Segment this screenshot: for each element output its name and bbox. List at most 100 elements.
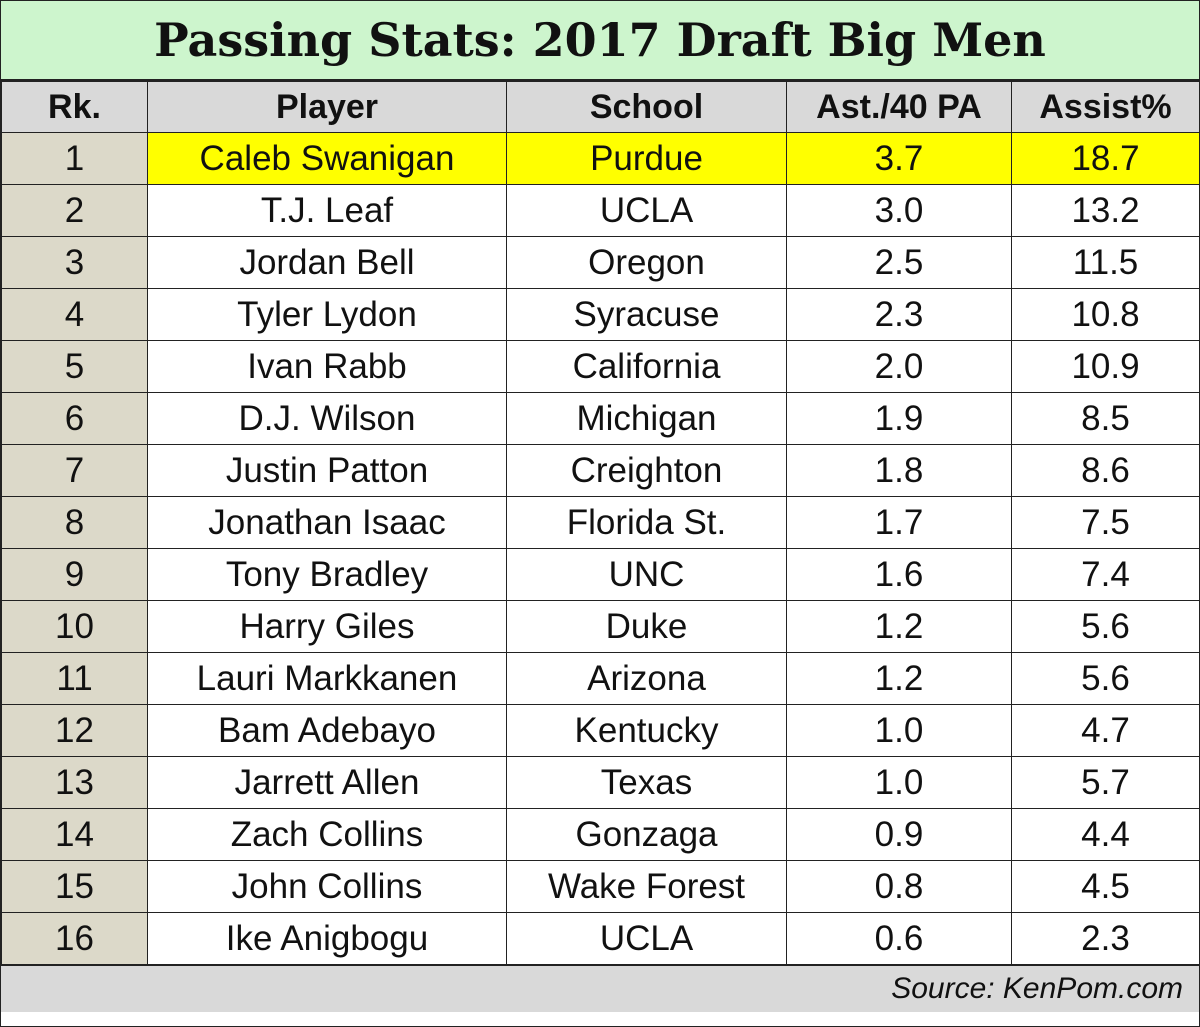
cell-ast-per-40: 1.2: [786, 652, 1012, 705]
cell-player: Ike Anigbogu: [147, 912, 507, 965]
cell-ast-per-40: 1.0: [786, 756, 1012, 809]
cell-school: Gonzaga: [506, 808, 787, 861]
cell-player: Jonathan Isaac: [147, 496, 507, 549]
cell-player: Tyler Lydon: [147, 288, 507, 341]
cell-ast-per-40: 1.8: [786, 444, 1012, 497]
cell-school: Florida St.: [506, 496, 787, 549]
table-row: 10 Harry Giles Duke 1.2 5.6: [1, 600, 1200, 653]
cell-ast-per-40: 3.0: [786, 184, 1012, 237]
cell-ast-per-40: 2.3: [786, 288, 1012, 341]
cell-assist-pct: 13.2: [1011, 184, 1200, 237]
cell-ast-per-40: 1.6: [786, 548, 1012, 601]
cell-player: Jarrett Allen: [147, 756, 507, 809]
cell-assist-pct: 11.5: [1011, 236, 1200, 289]
cell-ast-per-40: 1.7: [786, 496, 1012, 549]
cell-assist-pct: 10.8: [1011, 288, 1200, 341]
cell-rank: 9: [1, 548, 148, 601]
cell-assist-pct: 8.6: [1011, 444, 1200, 497]
cell-school: Duke: [506, 600, 787, 653]
table-title: Passing Stats: 2017 Draft Big Men: [1, 1, 1199, 81]
column-header-rank: Rk.: [1, 81, 148, 133]
cell-school: Syracuse: [506, 288, 787, 341]
table-row: 12 Bam Adebayo Kentucky 1.0 4.7: [1, 704, 1200, 757]
cell-ast-per-40: 3.7: [786, 132, 1012, 185]
cell-ast-per-40: 0.6: [786, 912, 1012, 965]
cell-rank: 16: [1, 912, 148, 965]
cell-ast-per-40: 2.0: [786, 340, 1012, 393]
cell-school: Kentucky: [506, 704, 787, 757]
cell-rank: 6: [1, 392, 148, 445]
passing-stats-table: Rk. Player School Ast./40 PA Assist% 1 Caleb …: [1, 81, 1200, 965]
cell-player: D.J. Wilson: [147, 392, 507, 445]
cell-rank: 3: [1, 236, 148, 289]
cell-assist-pct: 4.4: [1011, 808, 1200, 861]
column-header-assist-pct: Assist%: [1011, 81, 1200, 133]
cell-assist-pct: 4.7: [1011, 704, 1200, 757]
cell-school: Creighton: [506, 444, 787, 497]
cell-player: Bam Adebayo: [147, 704, 507, 757]
table-row: 15 John Collins Wake Forest 0.8 4.5: [1, 860, 1200, 913]
cell-assist-pct: 10.9: [1011, 340, 1200, 393]
table-row: 5 Ivan Rabb California 2.0 10.9: [1, 340, 1200, 393]
cell-assist-pct: 5.6: [1011, 652, 1200, 705]
table-row: 7 Justin Patton Creighton 1.8 8.6: [1, 444, 1200, 497]
table-row: 2 T.J. Leaf UCLA 3.0 13.2: [1, 184, 1200, 237]
cell-assist-pct: 5.7: [1011, 756, 1200, 809]
cell-player: Ivan Rabb: [147, 340, 507, 393]
cell-rank: 1: [1, 132, 148, 185]
cell-rank: 15: [1, 860, 148, 913]
cell-player: Zach Collins: [147, 808, 507, 861]
cell-rank: 4: [1, 288, 148, 341]
cell-ast-per-40: 0.8: [786, 860, 1012, 913]
cell-rank: 14: [1, 808, 148, 861]
column-header-school: School: [506, 81, 787, 133]
cell-assist-pct: 5.6: [1011, 600, 1200, 653]
cell-player: John Collins: [147, 860, 507, 913]
cell-assist-pct: 18.7: [1011, 132, 1200, 185]
cell-ast-per-40: 1.0: [786, 704, 1012, 757]
cell-rank: 7: [1, 444, 148, 497]
cell-rank: 5: [1, 340, 148, 393]
cell-assist-pct: 4.5: [1011, 860, 1200, 913]
cell-school: Wake Forest: [506, 860, 787, 913]
cell-school: California: [506, 340, 787, 393]
cell-school: Arizona: [506, 652, 787, 705]
source-note: Source: KenPom.com: [1, 965, 1199, 1012]
table-row: 6 D.J. Wilson Michigan 1.9 8.5: [1, 392, 1200, 445]
table-row: 16 Ike Anigbogu UCLA 0.6 2.3: [1, 912, 1200, 965]
table-row: 13 Jarrett Allen Texas 1.0 5.7: [1, 756, 1200, 809]
cell-assist-pct: 7.5: [1011, 496, 1200, 549]
cell-player: Tony Bradley: [147, 548, 507, 601]
table-row: 9 Tony Bradley UNC 1.6 7.4: [1, 548, 1200, 601]
table-row: 8 Jonathan Isaac Florida St. 1.7 7.5: [1, 496, 1200, 549]
cell-assist-pct: 7.4: [1011, 548, 1200, 601]
header-row: Rk. Player School Ast./40 PA Assist%: [1, 81, 1200, 133]
cell-ast-per-40: 1.9: [786, 392, 1012, 445]
cell-player: Harry Giles: [147, 600, 507, 653]
cell-school: Texas: [506, 756, 787, 809]
cell-player: Jordan Bell: [147, 236, 507, 289]
cell-assist-pct: 8.5: [1011, 392, 1200, 445]
cell-assist-pct: 2.3: [1011, 912, 1200, 965]
cell-school: Michigan: [506, 392, 787, 445]
table-row: 1 Caleb Swanigan Purdue 3.7 18.7: [1, 132, 1200, 185]
table-row: 14 Zach Collins Gonzaga 0.9 4.4: [1, 808, 1200, 861]
cell-rank: 12: [1, 704, 148, 757]
cell-rank: 10: [1, 600, 148, 653]
cell-rank: 13: [1, 756, 148, 809]
cell-rank: 8: [1, 496, 148, 549]
cell-school: UCLA: [506, 912, 787, 965]
table-row: 11 Lauri Markkanen Arizona 1.2 5.6: [1, 652, 1200, 705]
cell-school: UNC: [506, 548, 787, 601]
cell-ast-per-40: 1.2: [786, 600, 1012, 653]
cell-ast-per-40: 2.5: [786, 236, 1012, 289]
table-row: 3 Jordan Bell Oregon 2.5 11.5: [1, 236, 1200, 289]
table-row: 4 Tyler Lydon Syracuse 2.3 10.8: [1, 288, 1200, 341]
cell-rank: 11: [1, 652, 148, 705]
cell-ast-per-40: 0.9: [786, 808, 1012, 861]
column-header-ast-per-40: Ast./40 PA: [786, 81, 1012, 133]
cell-player: Justin Patton: [147, 444, 507, 497]
cell-school: Purdue: [506, 132, 787, 185]
cell-player: Lauri Markkanen: [147, 652, 507, 705]
